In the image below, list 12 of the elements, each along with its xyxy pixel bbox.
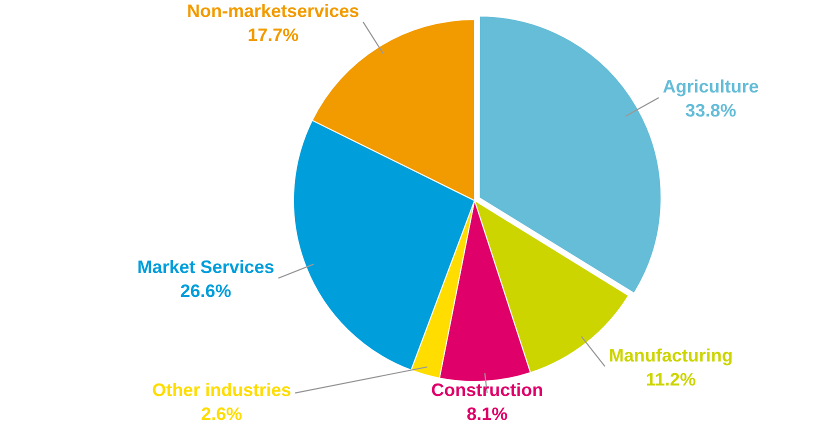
data-label: 26.6% (180, 281, 232, 302)
slice-label: Other industries (152, 380, 292, 400)
data-label: 33.8% (685, 100, 736, 121)
data-label: 2.6% (201, 404, 242, 424)
data-label: 17.7% (248, 24, 299, 45)
slice-label: Manufacturing (608, 345, 733, 366)
slice-label: Market Services (137, 257, 274, 278)
slice-label: Construction (431, 380, 544, 400)
data-label: 8.1% (466, 404, 508, 424)
slice-label: Agriculture (662, 76, 759, 97)
data-label: 11.2% (646, 369, 696, 390)
slice-label: Non-marketservices (187, 0, 360, 21)
